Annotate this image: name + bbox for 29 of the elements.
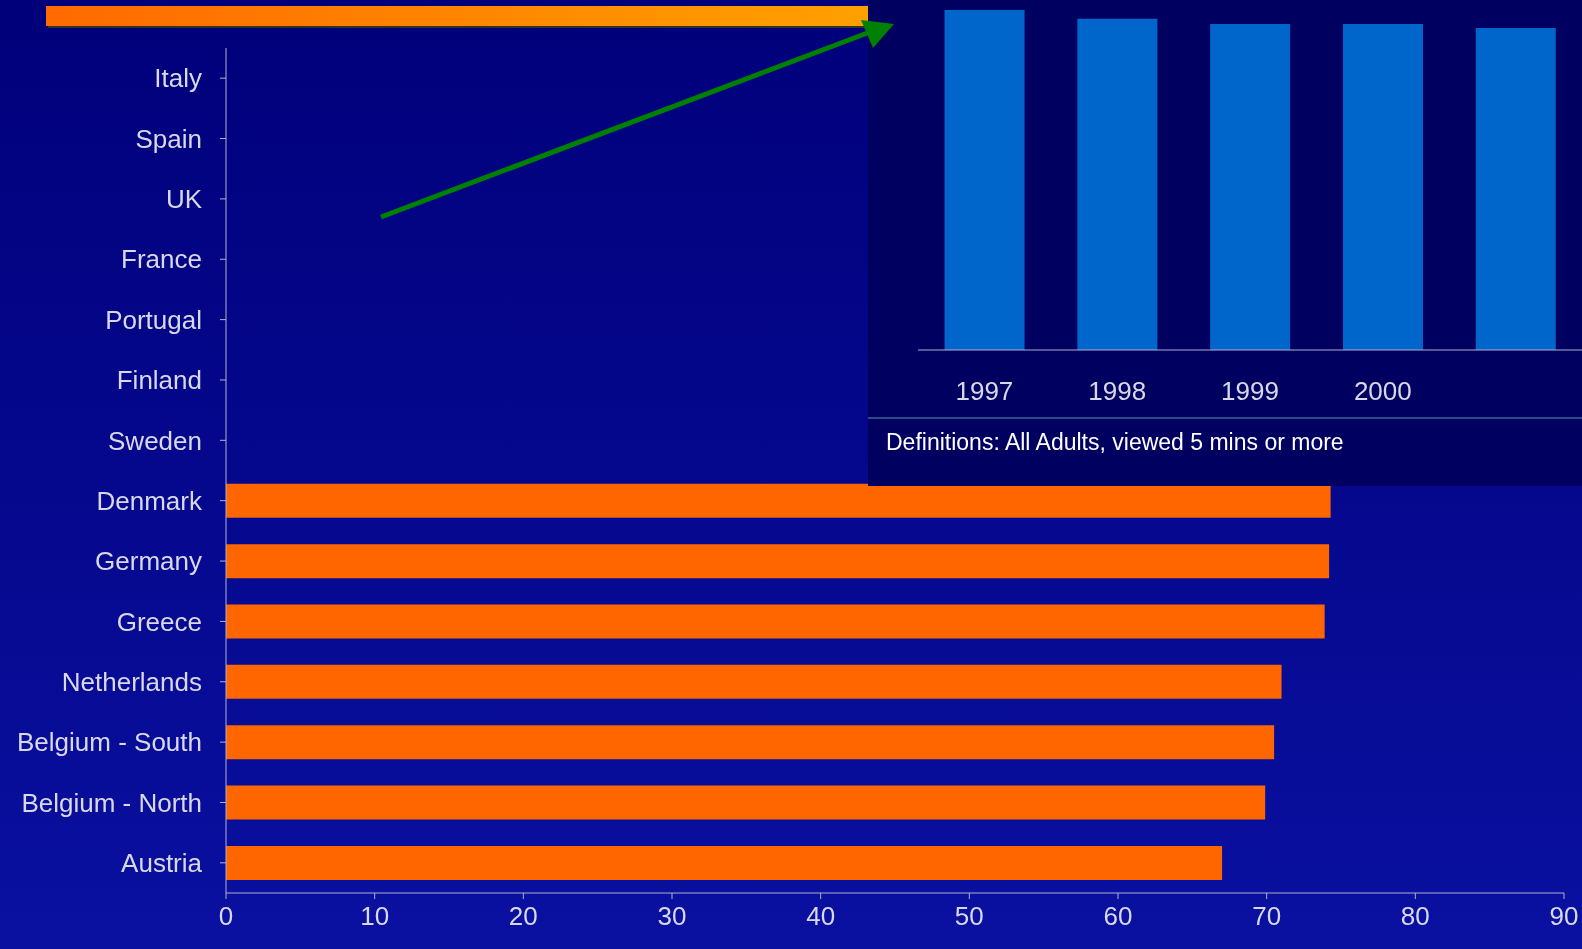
annotation: Definitions: All Adults, viewed 5 mins or more [886, 429, 1345, 456]
x-tick-label: 1997 [955, 376, 1014, 407]
x-tick-label: 70 [1252, 901, 1282, 932]
y-tick-label: France [121, 244, 202, 275]
y-tick-label: Austria [121, 848, 203, 879]
y-tick-label: Germany [95, 546, 202, 577]
x-tick-label: 40 [806, 901, 836, 932]
y-tick-label: UK [165, 184, 203, 215]
y-tick-label: Belgium - North [21, 787, 202, 818]
x-tick-label: 50 [954, 901, 984, 932]
y-tick-label: Belgium - South [17, 727, 202, 758]
y-tick-label: Spain [135, 123, 202, 154]
y-tick-label: Denmark [96, 485, 203, 516]
y-tick-label: Finland [116, 365, 202, 396]
x-tick-label: 20 [508, 901, 538, 932]
x-tick-label: 0 [218, 901, 234, 932]
x-tick-label: 60 [1103, 901, 1133, 932]
x-tick-label: 1998 [1088, 376, 1147, 407]
x-tick-label: 2000 [1353, 376, 1412, 407]
y-tick-label: Sweden [108, 425, 202, 456]
x-tick-label: 1999 [1221, 376, 1279, 407]
y-tick-label: Portugal [105, 304, 202, 335]
y-tick-label: Netherlands [61, 666, 202, 697]
y-tick-label: Greece [116, 606, 202, 637]
y-tick-label: Italy [154, 63, 202, 94]
x-tick-label: 80 [1400, 901, 1430, 932]
x-tick-label: 10 [360, 901, 390, 932]
x-tick-label: 30 [657, 901, 687, 932]
x-tick-label: 90 [1549, 901, 1579, 932]
